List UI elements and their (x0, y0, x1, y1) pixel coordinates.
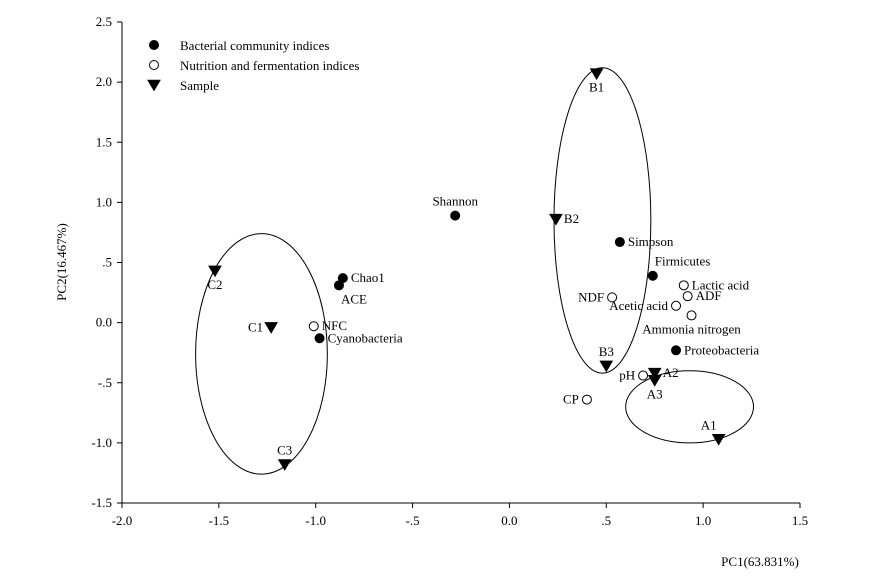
point-label-ace: ACE (341, 291, 367, 306)
point-label-c1: C1 (248, 319, 263, 334)
point-ammonia-nitrogen (686, 310, 697, 321)
point-acetic-acid (671, 300, 682, 311)
group-ellipses (195, 67, 755, 475)
point-cyanobacteria (314, 333, 325, 344)
point-c2 (208, 265, 222, 278)
point-cp (581, 394, 592, 405)
y-tick-label: -1.5 (91, 495, 112, 510)
y-tick-label: -1.0 (91, 435, 112, 450)
data-points (208, 68, 726, 471)
point-b2 (549, 213, 563, 226)
x-tick-label: -1.0 (305, 513, 326, 528)
legend-label: Sample (180, 78, 219, 93)
point-c3 (277, 459, 292, 471)
point-label-ph: pH (619, 368, 635, 383)
x-tick-label: .5 (601, 513, 611, 528)
y-tick-label: 0.0 (96, 315, 112, 330)
point-shannon (450, 210, 461, 221)
x-tick-label: -.5 (406, 513, 420, 528)
x-tick-label: 0.0 (501, 513, 517, 528)
point-b3 (599, 360, 614, 373)
point-adf (682, 291, 693, 302)
point-label-nfc: NFC (322, 318, 347, 333)
point-label-a3: A3 (647, 386, 663, 401)
y-tick-label: 1.5 (96, 134, 112, 149)
point-nfc (308, 321, 319, 332)
point-label-b1: B1 (589, 80, 604, 95)
point-b1 (589, 68, 604, 81)
group-ellipse (195, 233, 328, 475)
y-axis-title: PC2(16.467%) (54, 223, 69, 301)
point-label-adf: ADF (696, 288, 722, 303)
point-ndf (607, 292, 618, 303)
y-tick-label: 1.0 (96, 194, 112, 209)
x-axis-title: PC1(63.831%) (721, 554, 799, 569)
point-ph (638, 370, 649, 381)
point-label-proteobacteria: Proteobacteria (684, 342, 759, 357)
point-label-cyanobacteria: Cyanobacteria (328, 330, 403, 345)
x-tick-label: 1.5 (792, 513, 808, 528)
point-label-shannon: Shannon (432, 194, 478, 209)
legend-label: Nutrition and fermentation indices (180, 58, 359, 73)
point-label-chao1: Chao1 (351, 270, 385, 285)
point-labels: Shannon Simpson Chao1 ACE Cyanobacteria Firmi… (207, 80, 759, 458)
point-label-c2: C2 (207, 277, 222, 292)
group-ellipse (625, 370, 755, 444)
point-label-ndf: NDF (578, 289, 604, 304)
y-tick-label: 2.0 (96, 74, 112, 89)
x-tick-label: -2.0 (112, 513, 133, 528)
point-label-simpson: Simpson (628, 234, 674, 249)
legend-label: Bacterial community indices (180, 38, 329, 53)
point-lactic-acid (678, 280, 689, 291)
legend-marker (147, 79, 161, 92)
point-simpson (614, 237, 625, 248)
point-label-a2: A2 (663, 365, 679, 380)
x-tick-label: -1.5 (209, 513, 230, 528)
point-label-acetic-acid: Acetic acid (609, 298, 668, 313)
y-tick-label: 2.5 (96, 14, 112, 29)
point-label-c3: C3 (277, 443, 292, 458)
point-a1 (711, 433, 726, 446)
point-label-ammonia-nitrogen: Ammonia nitrogen (642, 321, 741, 336)
y-tick-label: .5 (102, 255, 112, 270)
legend: Bacterial community indices Nutrition and… (147, 38, 359, 93)
point-label-b2: B2 (564, 211, 579, 226)
point-proteobacteria (671, 345, 682, 356)
axes: -2.0 -1.5 -1.0 -.5 0.0.5 1.0 1.5-1.5-1.0-.50.0… (91, 14, 808, 528)
point-label-b3: B3 (599, 344, 614, 359)
point-c1 (264, 322, 279, 334)
point-label-firmicutes: Firmicutes (655, 254, 711, 269)
point-label-a1: A1 (701, 417, 717, 432)
y-tick-label: -.5 (98, 375, 112, 390)
point-a3 (647, 375, 662, 387)
point-a2 (647, 367, 662, 380)
legend-marker (149, 60, 159, 70)
point-label-cp: CP (563, 392, 579, 407)
point-firmicutes (647, 270, 658, 281)
legend-marker (149, 40, 159, 50)
x-tick-label: 1.0 (695, 513, 711, 528)
point-ace (333, 280, 344, 291)
point-label-lactic-acid: Lactic acid (692, 277, 750, 292)
